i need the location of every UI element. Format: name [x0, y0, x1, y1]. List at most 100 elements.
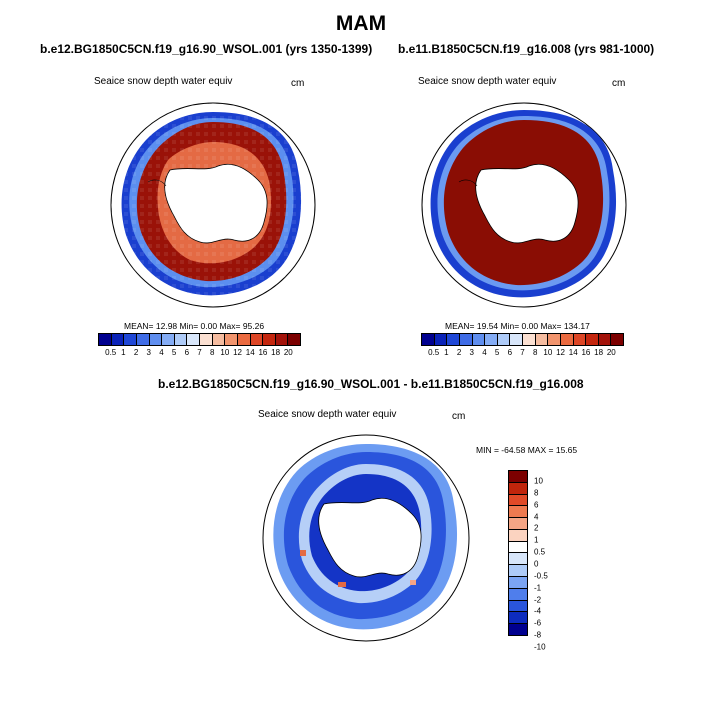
colorbar-swatch	[212, 334, 226, 345]
colorbar-swatch	[99, 334, 112, 345]
colorbar-tick-label: 4	[159, 348, 164, 357]
colorbar-tick-label: 18	[594, 348, 604, 357]
panel-2-stats: MEAN= 19.54 Min= 0.00 Max= 134.17	[445, 321, 590, 331]
colorbar-swatch	[459, 334, 473, 345]
colorbar-tick-label: 6	[534, 500, 539, 510]
colorbar-swatch	[509, 588, 527, 601]
colorbar-swatch	[111, 334, 125, 345]
diff-panel-title: b.e12.BG1850C5CN.f19_g16.90_WSOL.001 - b…	[158, 377, 584, 391]
colorbar-tick-label: 20	[283, 348, 293, 357]
antarctica-landmass	[475, 163, 579, 244]
colorbar-swatch	[548, 334, 561, 345]
colorbar-swatch	[237, 334, 251, 345]
colorbar-swatch	[509, 541, 527, 554]
colorbar-tick-label: 0.5	[534, 547, 546, 557]
colorbar-tick-label: 5	[494, 348, 500, 357]
colorbar-swatch	[535, 334, 549, 345]
colorbar-swatch	[497, 334, 511, 345]
colorbar-swatch	[124, 334, 137, 345]
colorbar-swatch	[509, 506, 527, 519]
colorbar-tick-label: -0.5	[534, 571, 548, 581]
colorbar-tick-label: 12	[233, 348, 243, 357]
colorbar-tick-label: 18	[271, 348, 281, 357]
diff-panel-units: cm	[452, 411, 466, 422]
panel-1-colorbar: 0.5 1 2 3 4 5 6 7 8 10 12 14 16 18 20	[98, 333, 301, 358]
colorbar-tick-label: 6	[507, 348, 513, 357]
colorbar-tick-label: 0.5	[428, 348, 440, 357]
colorbar-swatch	[200, 334, 213, 345]
antarctica-landmass	[318, 497, 422, 578]
colorbar-tick-label: 5	[171, 348, 177, 357]
colorbar-tick-label: 14	[245, 348, 255, 357]
diff-panel-polar-map	[262, 434, 470, 642]
colorbar-tick-label: 1	[444, 348, 449, 357]
colorbar-swatch	[509, 518, 527, 530]
diff-panel-stats: MIN = -64.58 MAX = 15.65	[476, 445, 578, 455]
colorbar-swatch	[573, 334, 587, 345]
colorbar-swatch	[560, 334, 574, 345]
colorbar-swatch	[509, 553, 527, 566]
panel-2-case-title: b.e11.B1850C5CN.f19_g16.008 (yrs 981-100…	[398, 42, 655, 56]
colorbar-swatch	[149, 334, 163, 345]
panel-2-colorbar: 0.5 1 2 3 4 5 6 7 8 10 12 14 16 18 20	[421, 333, 624, 358]
colorbar-swatch	[509, 612, 527, 625]
colorbar-tick-label: 12	[556, 348, 566, 357]
colorbar-swatch	[485, 334, 498, 345]
colorbar-tick-label: 14	[568, 348, 578, 357]
colorbar-tick-label: 10	[220, 348, 230, 357]
colorbar-swatch	[509, 565, 527, 578]
colorbar-tick-label: -4	[534, 606, 542, 616]
colorbar-swatch	[509, 482, 527, 495]
colorbar-swatch	[288, 334, 300, 345]
colorbar-tick-label: 3	[146, 348, 151, 357]
colorbar-tick-label: 0	[534, 559, 539, 569]
figure-title: MAM	[335, 12, 387, 35]
colorbar-swatch	[225, 334, 238, 345]
colorbar-tick-label: 8	[532, 348, 538, 357]
colorbar-swatch	[422, 334, 435, 345]
colorbar-tick-label: 7	[520, 348, 525, 357]
panel-1-variable-label: Seaice snow depth water equiv	[94, 76, 233, 87]
colorbar-tick-label: 8	[209, 348, 215, 357]
colorbar-swatch	[434, 334, 448, 345]
colorbar-tick-label: 1	[534, 535, 539, 545]
colorbar-tick-label: -10	[534, 642, 546, 652]
panel-1-units: cm	[291, 78, 305, 89]
panel-2-units: cm	[612, 78, 626, 89]
colorbar-tick-label: 0.5	[105, 348, 117, 357]
colorbar-swatch	[509, 624, 527, 635]
colorbar-tick-label: -8	[534, 630, 542, 640]
colorbar-tick-label: 3	[469, 348, 474, 357]
colorbar-tick-label: 8	[534, 488, 539, 498]
panel-1-polar-map	[110, 102, 316, 308]
colorbar-swatch	[509, 577, 527, 589]
colorbar-tick-label: 20	[606, 348, 616, 357]
colorbar-tick-label: 1	[121, 348, 126, 357]
colorbar-tick-label: 2	[456, 348, 462, 357]
colorbar-swatch	[598, 334, 612, 345]
colorbar-tick-label: 16	[581, 348, 591, 357]
colorbar-swatch	[250, 334, 264, 345]
diff-colorbar: 10 8 6 4 2 1 0.5 0 -0.5 -1 -2 -4 -6 -8 -10	[508, 470, 588, 651]
colorbar-swatch	[174, 334, 188, 345]
colorbar-tick-label: 4	[482, 348, 487, 357]
colorbar-tick-label: 4	[534, 512, 539, 521]
colorbar-swatch	[509, 600, 527, 613]
panel-1-case-title: b.e12.BG1850C5CN.f19_g16.90_WSOL.001 (yr…	[40, 42, 373, 56]
colorbar-tick-label: 6	[184, 348, 190, 357]
panel-2-variable-label: Seaice snow depth water equiv	[418, 76, 557, 87]
colorbar-tick-label: -1	[534, 583, 542, 593]
colorbar-swatch	[447, 334, 460, 345]
colorbar-swatch	[472, 334, 486, 345]
colorbar-swatch	[509, 494, 527, 507]
panel-1-stats: MEAN= 12.98 Min= 0.00 Max= 95.26	[124, 321, 265, 331]
colorbar-swatch	[509, 529, 527, 542]
colorbar-tick-label: 2	[133, 348, 139, 357]
colorbar-swatch	[162, 334, 175, 345]
colorbar-swatch	[509, 471, 527, 483]
colorbar-swatch	[586, 334, 599, 345]
colorbar-tick-label: -6	[534, 618, 542, 628]
colorbar-swatch	[275, 334, 289, 345]
colorbar-tick-label: 2	[534, 523, 539, 533]
colorbar-tick-label: 10	[534, 476, 543, 486]
